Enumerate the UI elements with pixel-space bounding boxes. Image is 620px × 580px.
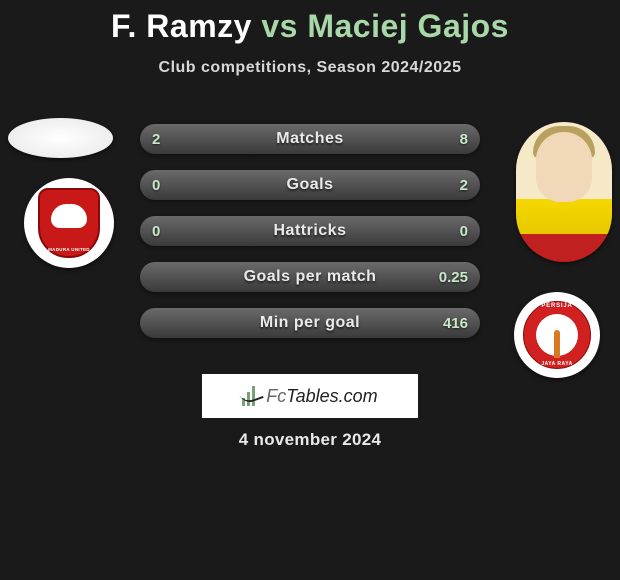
stat-label: Goals [140,176,480,194]
stat-row-matches: 2 Matches 8 [140,124,480,154]
stat-right-value: 0 [460,223,468,240]
player2-name: Maciej Gajos [307,8,509,44]
stats-container: 2 Matches 8 0 Goals 2 0 Hattricks 0 Goal… [140,124,480,354]
stat-label: Min per goal [140,314,480,332]
stat-row-min-per-goal: Min per goal 416 [140,308,480,338]
stat-label: Goals per match [140,268,480,286]
stat-row-hattricks: 0 Hattricks 0 [140,216,480,246]
subtitle: Club competitions, Season 2024/2025 [0,59,620,77]
player2-avatar [516,122,612,262]
brand-text: FcTables.com [266,386,377,407]
stat-right-value: 0.25 [439,269,468,286]
brand-watermark: FcTables.com [202,374,418,418]
brand-logo-icon [242,386,262,406]
page-title: F. Ramzy vs Maciej Gajos [0,0,620,45]
stat-label: Matches [140,130,480,148]
stat-right-value: 2 [460,177,468,194]
stat-right-value: 8 [460,131,468,148]
player1-club-badge: MADURA UNITED [24,178,114,268]
stat-right-value: 416 [443,315,468,332]
stat-label: Hattricks [140,222,480,240]
player1-name: F. Ramzy [111,8,252,44]
stat-row-goals: 0 Goals 2 [140,170,480,200]
player1-avatar [8,118,113,158]
vs-text: vs [261,8,298,44]
club-right-bot: JAYA RAYA [524,361,590,367]
player2-club-badge: PERSIJA JAYA RAYA [514,292,600,378]
date-text: 4 november 2024 [0,430,620,450]
stat-row-goals-per-match: Goals per match 0.25 [140,262,480,292]
club-right-top: PERSIJA [524,303,590,309]
club-left-name: MADURA UNITED [40,247,98,252]
